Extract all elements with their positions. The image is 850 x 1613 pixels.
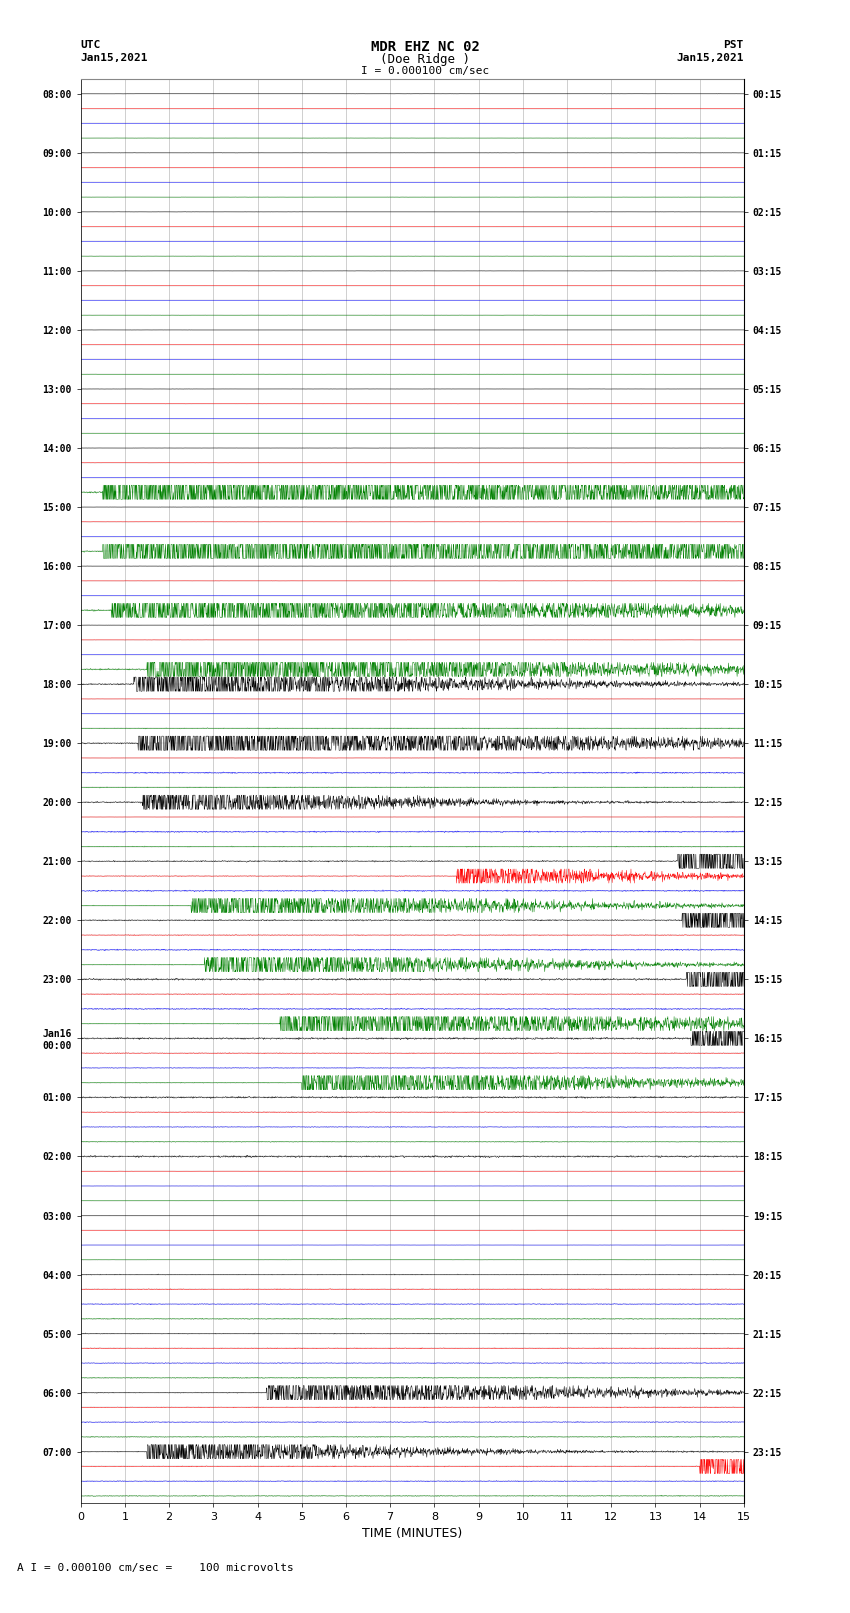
- Text: MDR EHZ NC 02: MDR EHZ NC 02: [371, 40, 479, 55]
- Text: UTC: UTC: [81, 40, 101, 50]
- Text: I = 0.000100 cm/sec: I = 0.000100 cm/sec: [361, 66, 489, 76]
- Text: (Doe Ridge ): (Doe Ridge ): [380, 53, 470, 66]
- Text: PST: PST: [723, 40, 744, 50]
- Text: Jan15,2021: Jan15,2021: [81, 53, 148, 63]
- Text: A I = 0.000100 cm/sec =    100 microvolts: A I = 0.000100 cm/sec = 100 microvolts: [17, 1563, 294, 1573]
- Text: Jan15,2021: Jan15,2021: [677, 53, 744, 63]
- X-axis label: TIME (MINUTES): TIME (MINUTES): [362, 1526, 462, 1539]
